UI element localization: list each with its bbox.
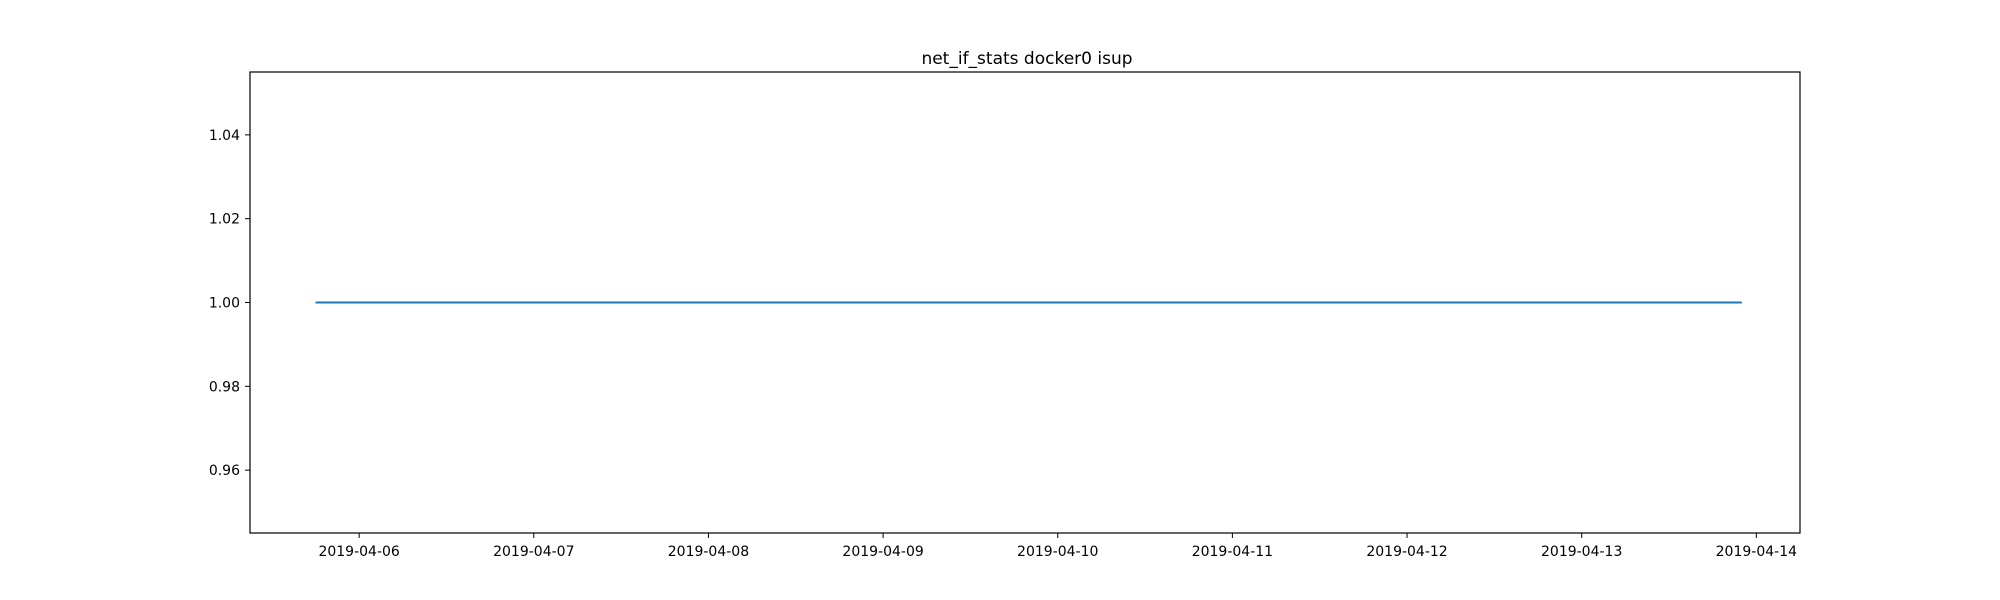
x-tick-label: 2019-04-12	[1366, 544, 1447, 560]
x-tick-label: 2019-04-09	[842, 544, 923, 560]
y-tick-label: 1.04	[209, 128, 240, 144]
x-tick-label: 2019-04-06	[318, 544, 399, 560]
y-tick-label: 0.96	[209, 463, 240, 479]
x-axis: 2019-04-06 2019-04-07 2019-04-08 2019-04-09…	[318, 533, 1797, 560]
chart-title: net_if_stats docker0 isup	[921, 49, 1132, 69]
x-tick-label: 2019-04-11	[1192, 544, 1273, 560]
y-tick-label: 1.00	[209, 296, 240, 312]
y-tick-label: 1.02	[209, 212, 240, 228]
x-tick-label: 2019-04-07	[493, 544, 574, 560]
x-tick-label: 2019-04-14	[1716, 544, 1797, 560]
x-tick-label: 2019-04-13	[1541, 544, 1622, 560]
y-axis: 0.96 0.98 1.00 1.02 1.04	[209, 128, 250, 479]
y-tick-label: 0.98	[209, 379, 240, 395]
plot-area-frame	[249, 71, 1801, 534]
x-tick-label: 2019-04-10	[1017, 544, 1098, 560]
x-tick-label: 2019-04-08	[668, 544, 749, 560]
